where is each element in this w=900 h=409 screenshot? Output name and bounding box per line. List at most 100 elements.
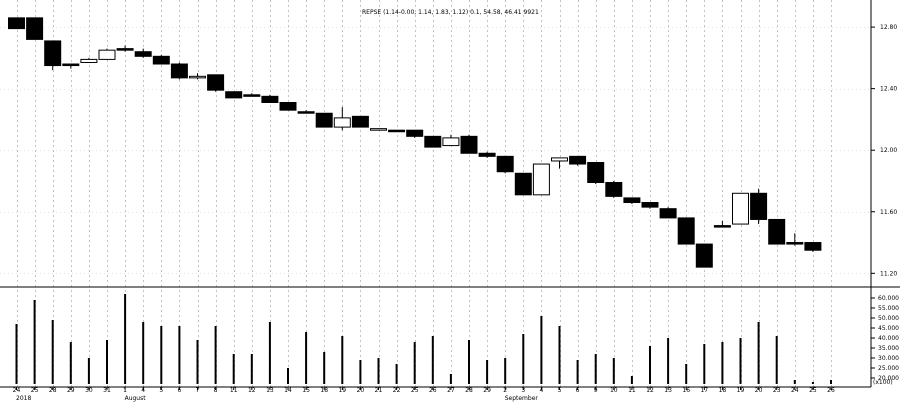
candle-body-down — [677, 217, 695, 245]
volume-tick-label: 60.000 — [878, 295, 899, 302]
volume-bar — [33, 300, 36, 384]
candle — [297, 110, 315, 114]
date-tick-label: 20 — [357, 387, 365, 394]
volume-tick-label: 50.000 — [878, 315, 899, 322]
volume-bar — [160, 326, 163, 384]
candle-body-down — [116, 48, 134, 51]
volume-unit-label: (x100) — [873, 379, 893, 386]
volume-tick-label: 40.000 — [878, 335, 899, 342]
candle — [388, 129, 406, 133]
volume-bar — [594, 354, 597, 384]
volume-bar — [250, 354, 253, 384]
candle — [641, 202, 659, 209]
candle — [44, 40, 62, 71]
date-tick-label: 26 — [429, 387, 437, 394]
date-tick-label: 22 — [393, 387, 401, 394]
date-tick-label: 4 — [141, 387, 145, 394]
date-tick-label: 25 — [411, 387, 419, 394]
candle-body-down — [207, 74, 225, 91]
date-period-label: 2018 — [16, 395, 31, 402]
date-tick-label: 7 — [196, 387, 200, 394]
candle-body-down — [424, 135, 442, 148]
candle — [351, 115, 369, 128]
candle-body-down — [623, 197, 641, 204]
volume-bar — [811, 382, 814, 384]
price-tick-label: 12.40 — [880, 86, 897, 93]
volume-bar — [830, 380, 832, 384]
price-candles — [8, 17, 822, 268]
volume-bar — [667, 338, 670, 384]
candle-body-down — [569, 155, 587, 165]
candle — [225, 91, 243, 99]
date-tick-label: 17 — [700, 387, 708, 394]
volume-bar — [486, 360, 489, 384]
candle-body-down — [261, 95, 279, 103]
volume-bar — [214, 326, 217, 384]
date-tick-label: 11 — [628, 387, 636, 394]
date-tick-label: 26 — [827, 387, 835, 394]
date-tick-label: 4 — [539, 387, 543, 394]
candle-body-down — [768, 218, 786, 245]
candle-body-down — [152, 55, 170, 65]
date-tick-label: 3 — [521, 387, 525, 394]
candle — [804, 242, 822, 252]
candle — [677, 217, 695, 245]
candle — [333, 107, 351, 131]
candle — [207, 74, 225, 92]
date-tick-label: 30 — [85, 387, 93, 394]
date-tick-label: 28 — [49, 387, 57, 394]
candle-body-down — [297, 111, 315, 114]
candle — [80, 57, 98, 63]
date-tick-label: 13 — [266, 387, 274, 394]
volume-bar — [558, 326, 561, 384]
candle — [370, 128, 387, 131]
candle-body-up — [442, 137, 460, 147]
candle-body-down — [496, 155, 514, 173]
candle-body-down — [388, 129, 406, 133]
volume-bar — [522, 334, 525, 384]
date-tick-label: 24 — [13, 387, 21, 394]
date-period-label: September — [505, 395, 539, 402]
candle-body-down — [406, 129, 424, 137]
date-tick-label: 6 — [177, 387, 181, 394]
volume-bar — [268, 322, 271, 384]
candle-body-down — [605, 182, 623, 197]
date-tick-label: 25 — [31, 387, 39, 394]
candle-body-up — [80, 58, 98, 63]
date-tick-label: 2 — [503, 387, 507, 394]
candle — [695, 243, 713, 268]
candle-body-down — [750, 192, 768, 220]
candle-body-down — [641, 202, 659, 208]
date-tick-label: 1 — [123, 387, 127, 394]
volume-bar — [124, 294, 127, 384]
date-tick-label: 5 — [558, 387, 562, 394]
date-tick-label: 21 — [375, 387, 383, 394]
volume-bar — [178, 326, 181, 384]
date-tick-label: 9 — [594, 387, 598, 394]
price-tick-label: 11.20 — [880, 270, 897, 277]
candle — [496, 155, 514, 174]
date-period-label: August — [125, 395, 147, 402]
candle-body-up — [189, 75, 206, 79]
date-tick-label: 19 — [338, 387, 346, 394]
date-axis: 24 25 28 29 30 31 1 4 5 6 7 8 11 12 13 14 15 18 19 20 21 22 25… — [13, 387, 835, 402]
volume-bar — [196, 340, 199, 384]
volume-bar — [739, 338, 742, 384]
candle-body-down — [26, 17, 44, 40]
volume-bar — [15, 324, 18, 384]
volume-tick-label: 25.000 — [878, 365, 899, 372]
volume-bar — [540, 316, 543, 384]
volume-bar — [341, 336, 344, 384]
volume-bar — [612, 358, 615, 384]
volume-bar — [359, 360, 362, 384]
candle — [279, 101, 297, 111]
candle — [442, 134, 460, 147]
candle-body-down — [659, 208, 677, 219]
date-tick-label: 24 — [791, 387, 799, 394]
date-tick-label: 29 — [483, 387, 491, 394]
candle — [786, 233, 804, 246]
volume-bar — [757, 322, 760, 384]
chart-header: REPSE (1.14-0.00, 1.14, 1.83, 1.12) 0.1,… — [362, 9, 539, 16]
